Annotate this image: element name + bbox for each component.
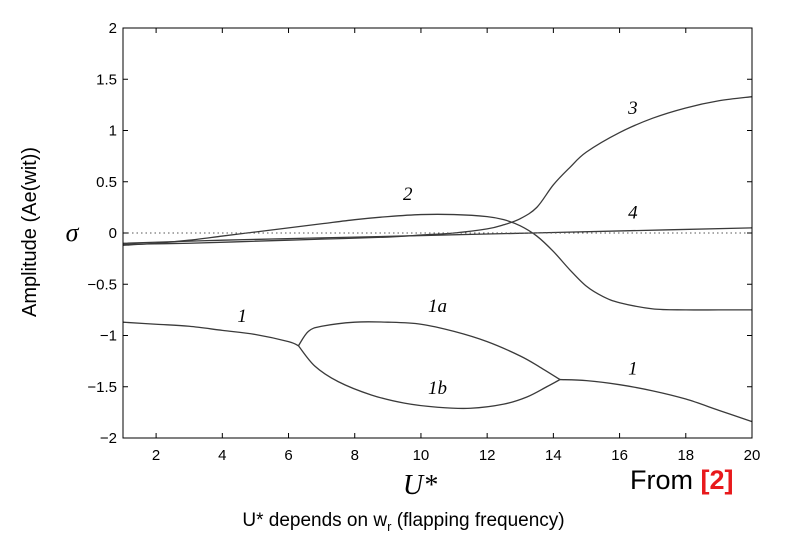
curve-label-1: 1 [237,306,247,327]
outer-y-label-box: Amplitude (Ae(wit)) [19,147,41,317]
x-tick-label: 10 [413,447,430,464]
curve-label-1b: 1b [428,378,447,399]
x-tick-label: 12 [479,447,496,464]
source-reference: [2] [700,465,734,495]
x-tick-label: 2 [152,447,160,464]
outer-y-label: Amplitude (Ae(wit)) [19,147,41,317]
curve-label-1: 1 [628,358,638,379]
curve-1b [297,345,561,410]
caption-main: U* depends on w [242,510,388,531]
curve-1a [297,321,561,381]
caption: U* depends on wr (flapping frequency) [0,510,807,534]
x-tick-label: 8 [351,447,359,464]
curve-1 [122,321,299,347]
y-axis-label: σ [66,218,80,247]
y-tick-label: 0 [109,225,117,242]
caption-rest: (flapping frequency) [391,510,565,531]
y-tick-label: −2 [100,430,117,447]
y-tick-label: 1.5 [96,71,117,88]
x-tick-label: 20 [744,447,761,464]
curve-label-4: 4 [628,203,638,224]
y-tick-label: 0.5 [96,174,117,191]
x-tick-label: 18 [677,447,694,464]
curve-label-3: 3 [627,98,638,119]
curve-2 [122,213,752,311]
source-prefix: From [630,465,701,495]
x-tick-label: 4 [218,447,226,464]
x-axis-label: U* [403,470,437,501]
y-tick-label: 1 [109,123,117,140]
source-note: From [2] [630,465,734,496]
x-tick-label: 6 [284,447,292,464]
curve-label-2: 2 [403,184,413,205]
y-tick-label: −1 [100,328,117,345]
y-tick-label: −1.5 [87,379,117,396]
x-tick-label: 14 [545,447,562,464]
curve-3 [122,96,753,245]
x-tick-label: 16 [611,447,628,464]
curve-4 [122,227,753,244]
curve-label-1a: 1a [428,296,447,317]
curve-labels-group: 1 1a 1b 1 2 3 4 [237,98,638,399]
curve-1 [559,378,753,423]
y-tick-label: −0.5 [87,276,117,293]
plot-frame [122,27,753,439]
y-tick-label: 2 [109,20,117,37]
caption-subscript: r [387,518,392,534]
curves-group [122,96,753,423]
